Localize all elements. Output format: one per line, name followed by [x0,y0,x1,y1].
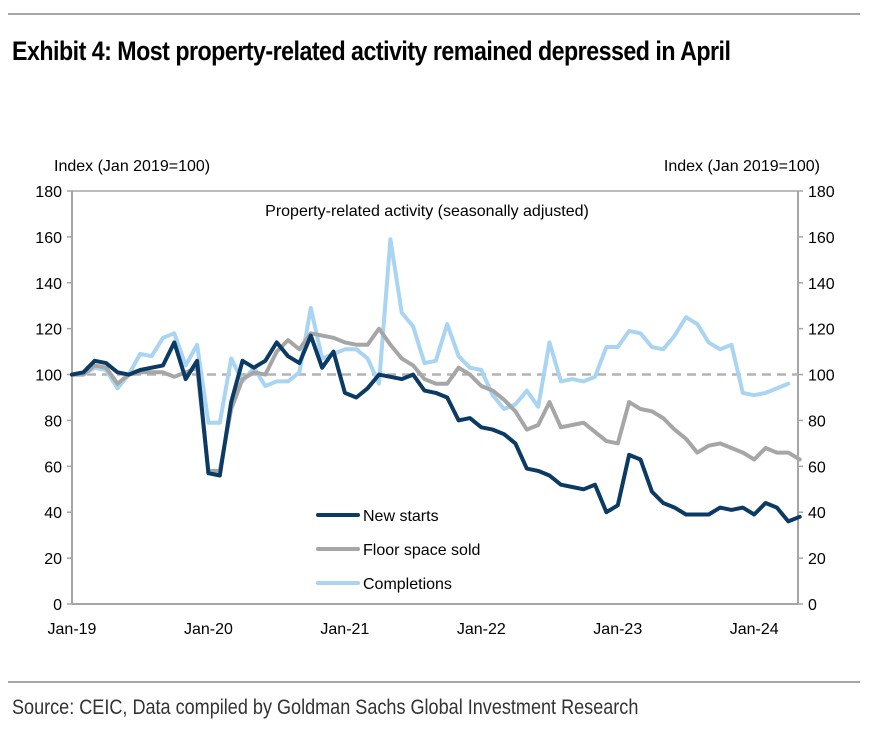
y-tick-label-right: 60 [808,459,826,476]
x-tick-label: Jan-24 [730,621,779,638]
chart-title: Property-related activity (seasonally ad… [265,203,589,220]
y-tick-label-right: 140 [808,276,835,293]
y-tick-label-left: 120 [35,322,62,339]
series-line-new-starts [70,333,802,524]
y-axis-label-right: Index (Jan 2019=100) [664,158,820,175]
bottom-divider [8,681,860,683]
y-tick-label-right: 180 [808,184,835,201]
y-tick-label-right: 80 [808,413,826,430]
series-line-completions [70,237,791,425]
legend-label: Floor space sold [363,542,480,559]
y-tick-label-left: 100 [35,368,62,385]
y-tick-label-right: 0 [808,597,817,614]
x-tick-label: Jan-19 [48,621,97,638]
series-layer [70,237,802,524]
x-tick-label: Jan-21 [320,621,369,638]
y-tick-label-right: 100 [808,368,835,385]
y-axis-label-left: Index (Jan 2019=100) [54,158,210,175]
exhibit-title: Exhibit 4: Most property-related activit… [12,36,731,66]
y-tick-label-left: 140 [35,276,62,293]
x-tick-label: Jan-20 [184,621,233,638]
y-tick-label-left: 40 [44,505,62,522]
x-tick-label: Jan-23 [593,621,642,638]
y-tick-label-right: 160 [808,230,835,247]
line-chart: Index (Jan 2019=100) Index (Jan 2019=100… [35,158,835,638]
y-tick-label-left: 20 [44,551,62,568]
legend-label: New starts [363,508,439,525]
x-tick-label: Jan-22 [457,621,506,638]
y-tick-label-right: 20 [808,551,826,568]
legend-label: Completions [363,576,452,593]
y-tick-label-right: 120 [808,322,835,339]
legend: New starts Floor space sold Completions [316,508,480,593]
y-tick-label-right: 40 [808,505,826,522]
y-tick-label-left: 180 [35,184,62,201]
y-tick-label-left: 160 [35,230,62,247]
top-divider [8,13,860,15]
y-tick-label-left: 0 [53,597,62,614]
axes: 0 0 20 20 40 40 60 60 80 80 100 100 120 120 140 140 160 1… [35,184,835,638]
y-tick-label-left: 60 [44,459,62,476]
source-note: Source: CEIC, Data compiled by Goldman S… [12,696,639,719]
y-tick-label-left: 80 [44,413,62,430]
